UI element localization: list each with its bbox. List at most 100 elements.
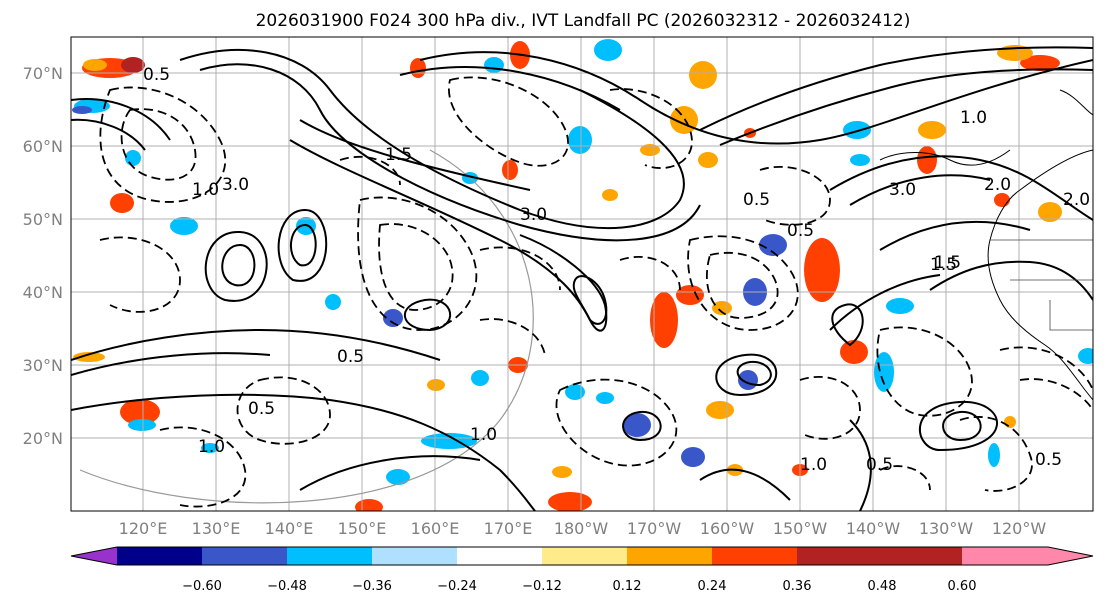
contour-labels: 0.5 1.0 1.5 2.0 3.0 0.5 1.0 3.0 0.5 1.5 … [143,65,1090,475]
lon-label: 160°W [700,519,755,538]
contour-label: 2.0 [1063,190,1090,210]
shade-blob [72,106,92,114]
shade-blob [1004,416,1016,428]
shade-blob [698,152,718,168]
contour-label: 0.5 [248,399,275,419]
shade-blob [706,401,734,419]
shade-blob [594,39,622,61]
lon-label: 150°E [338,519,387,538]
contour-label: 1.5 [385,145,412,165]
shade-blob [548,492,592,511]
shade-blob [552,466,572,478]
shade-blob [427,379,445,391]
shade-blob [804,238,840,302]
shade-blob [994,193,1010,207]
shade-blob [676,285,704,305]
lat-label: 30°N [23,356,63,375]
contour-label: 1.0 [960,108,987,128]
shade-blob [386,469,410,485]
contour-label: 1.0 [800,455,827,475]
lat-label: 20°N [23,429,63,448]
colorbar-tick: −0.60 [182,579,222,594]
lon-label: 130°W [919,519,974,538]
contour-label: 3.0 [222,175,249,195]
lat-label: 60°N [23,137,63,156]
coastline [879,89,1093,401]
colorbar-bin [712,547,797,565]
shade-blob [602,189,618,201]
shade-blob [125,150,141,166]
range-ring [79,149,534,504]
colorbar-tick: 0.60 [948,579,977,594]
shade-blob [596,392,614,404]
shade-blob [886,298,914,314]
latitude-labels: 70°N 60°N 50°N 40°N 30°N 20°N [23,64,63,448]
colorbar-tick: −0.48 [267,579,307,594]
contour-label: 0.5 [866,455,893,475]
lat-label: 50°N [23,210,63,229]
lon-label: 120°W [992,519,1047,538]
figure-title: 2026031900 F024 300 hPa div., IVT Landfa… [256,11,911,31]
contour-label: 0.5 [743,190,770,210]
contour-label: 1.0 [198,437,225,457]
shade-blob [128,419,156,431]
shade-blob [1038,202,1062,222]
shade-blob [840,340,868,364]
lon-label: 140°E [265,519,314,538]
colorbar-outline [70,546,1094,566]
contour-label: 0.5 [1035,450,1062,470]
shade-blob [410,58,426,78]
shade-blob [355,499,383,511]
shade-blob [917,146,937,174]
colorbar-tick: −0.36 [352,579,392,594]
lon-label: 160°E [411,519,460,538]
contour-label: 3.0 [520,205,547,225]
lat-label: 70°N [23,64,63,83]
colorbar-tick: 0.12 [613,579,642,594]
colorbar-tick: 0.48 [868,579,897,594]
lon-label: 140°W [846,519,901,538]
colorbar-extend-low [71,547,117,565]
lat-label: 40°N [23,283,63,302]
shade-blob [1078,348,1093,364]
colorbar-tick: 0.24 [698,579,727,594]
shade-blob [170,217,198,235]
map-background [71,37,1093,511]
shade-blob [681,447,705,467]
colorbar-bin [457,547,542,565]
colorbar-bin [117,547,202,565]
colorbar: −0.60 −0.48 −0.36 −0.24 −0.12 0.12 0.24 … [70,546,1094,594]
lon-label: 170°E [484,519,533,538]
shade-blob [73,352,105,362]
contour-label: 2.0 [984,175,1011,195]
colorbar-tick: 0.36 [783,579,812,594]
shade-blob [650,292,678,348]
shade-blob [471,370,489,386]
shade-blob [623,413,651,437]
div-contours-negative [99,76,1093,508]
lon-label: 130°E [192,519,241,538]
shade-blob [565,384,585,400]
shade-blob [201,443,219,453]
colorbar-bin [542,547,627,565]
contour-label: 1.5 [934,253,961,273]
longitude-labels: 120°E 130°E 140°E 150°E 160°E 170°E 180°… [119,519,1047,538]
map-frame [70,36,1094,512]
shade-blob [383,309,403,327]
colorbar-bin [287,547,372,565]
shade-blob [484,57,504,73]
contour-label: 1.0 [192,180,219,200]
colorbar-bin [627,547,712,565]
colorbar-bin [372,547,457,565]
shade-blob [502,160,518,180]
shade-blob [843,121,871,139]
shade-blob [689,61,717,89]
shade-blob [325,294,341,310]
contour-label: 0.5 [143,65,170,85]
shade-blob [874,352,894,392]
colorbar-bin [202,547,287,565]
shade-blob [850,154,870,166]
colorbar-extend-high [962,547,1093,565]
colorbar-bin [797,547,882,565]
